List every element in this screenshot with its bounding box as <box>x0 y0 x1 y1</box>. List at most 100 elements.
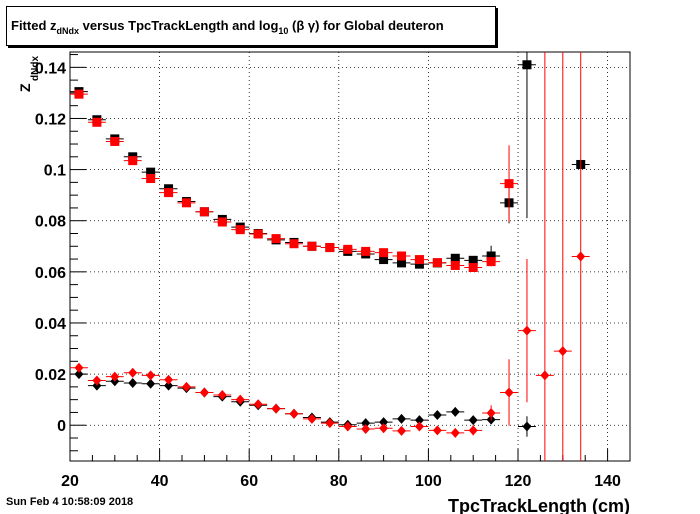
data-point-diamond <box>181 381 191 392</box>
data-point-diamond <box>325 418 335 429</box>
x-tick-label: 20 <box>61 473 79 490</box>
data-point-diamond <box>450 406 460 417</box>
data-point-square <box>450 253 460 263</box>
y-tick-label: 0 <box>57 418 66 435</box>
data-point-diamond <box>74 369 84 380</box>
data-point-diamond <box>522 325 532 336</box>
title-part-2: dNdx <box>56 26 80 36</box>
data-point-square <box>110 136 120 146</box>
data-point-diamond <box>146 370 156 381</box>
x-tick-label: 100 <box>415 473 442 490</box>
data-point-diamond <box>92 380 102 391</box>
data-point-square <box>92 117 102 127</box>
data-point-diamond <box>414 415 424 426</box>
x-axis-title: TpcTrackLength (cm) <box>448 496 630 514</box>
tick-labels: 20 40 60 80 100 120 140 0 0.02 0.04 0.06 0.08 0.1 0.1… <box>35 60 621 490</box>
data-point-square <box>307 241 317 251</box>
data-point-square <box>450 260 460 270</box>
data-point-square <box>325 243 335 253</box>
data-point-diamond <box>450 427 460 438</box>
title-part-3: versus TpcTrackLength and log <box>79 18 279 33</box>
data-point-square <box>253 229 263 239</box>
data-point-square <box>146 167 156 177</box>
title-part-4: 10 <box>278 26 289 36</box>
x-tick-label: 40 <box>151 473 169 490</box>
data-point-square <box>397 258 407 268</box>
y-tick-label: 0.1 <box>44 163 66 180</box>
data-point-diamond <box>307 413 317 424</box>
data-point-diamond <box>146 378 156 389</box>
data-point-square <box>289 239 299 249</box>
data-point-diamond <box>199 387 209 398</box>
y-tick-label: 0.06 <box>35 265 66 282</box>
data-point-diamond <box>468 425 478 436</box>
data-point-diamond <box>504 387 514 398</box>
data-point-diamond <box>558 346 568 357</box>
title-part-5: (β γ) for Global deuteron <box>288 18 444 33</box>
data-point-diamond <box>540 370 550 381</box>
data-point-square <box>414 259 424 269</box>
data-point-square <box>468 255 478 265</box>
data-point-square <box>199 207 209 217</box>
data-point-diamond <box>164 374 174 385</box>
y-tick-label: 0.02 <box>35 367 66 384</box>
data-point-square <box>379 248 389 258</box>
x-tick-label: 60 <box>240 473 258 490</box>
data-point-square <box>504 179 514 189</box>
data-point-square <box>181 198 191 208</box>
data-point-square <box>379 255 389 265</box>
title-box: Fitted zdNdx versus TpcTrackLength and l… <box>6 6 496 46</box>
data-point-diamond <box>432 425 442 436</box>
data-point-diamond <box>289 408 299 419</box>
data-point-diamond <box>361 424 371 435</box>
x-tick-label: 140 <box>594 473 621 490</box>
data-point-square <box>343 244 353 254</box>
data-point-diamond <box>128 378 138 389</box>
plot-frame <box>69 51 631 462</box>
data-point-diamond <box>379 423 389 434</box>
x-tick-label: 80 <box>330 473 348 490</box>
data-point-diamond <box>522 421 532 432</box>
data-point-square <box>164 188 174 198</box>
data-point-diamond <box>217 390 227 401</box>
data-point-diamond <box>468 415 478 426</box>
y-tick-label: 0.04 <box>35 316 66 333</box>
y-axis-title-sub: dNdx <box>30 56 41 81</box>
data-point-square <box>397 251 407 261</box>
title-part-1: Fitted z <box>11 18 57 33</box>
data-point-diamond <box>235 394 245 405</box>
data-point-diamond <box>92 375 102 386</box>
data-point-diamond <box>361 418 371 429</box>
data-point-square <box>217 217 227 227</box>
data-point-square <box>235 225 245 235</box>
y-tick-label: 0.14 <box>35 60 66 77</box>
data-point-square <box>468 262 478 272</box>
data-point-diamond <box>397 413 407 424</box>
data-point-square <box>486 251 496 261</box>
data-point-square <box>414 255 424 265</box>
data-point-square <box>522 60 532 70</box>
data-point-diamond <box>343 421 353 432</box>
data-point-diamond <box>576 251 586 262</box>
data-point-diamond <box>486 407 496 418</box>
date-stamp: Sun Feb 4 10:58:09 2018 <box>6 496 134 508</box>
data-point-square <box>432 258 442 268</box>
data-point-diamond <box>110 371 120 382</box>
data-point-square <box>74 89 84 99</box>
y-tick-label: 0.12 <box>35 111 66 128</box>
data-point-diamond <box>379 417 389 428</box>
x-tick-label: 120 <box>505 473 532 490</box>
y-axis-title-main: Z <box>17 83 33 92</box>
y-tick-label: 0.08 <box>35 214 66 231</box>
data-point-diamond <box>397 425 407 436</box>
data-point-square <box>361 246 371 256</box>
data-point-square <box>486 257 496 267</box>
data-marks <box>70 52 590 461</box>
data-point-diamond <box>74 362 84 373</box>
data-point-diamond <box>432 409 442 420</box>
data-point-square <box>128 156 138 166</box>
data-point-diamond <box>271 403 281 414</box>
data-point-diamond <box>164 380 174 391</box>
chart-title: Fitted zdNdx versus TpcTrackLength and l… <box>11 18 444 36</box>
